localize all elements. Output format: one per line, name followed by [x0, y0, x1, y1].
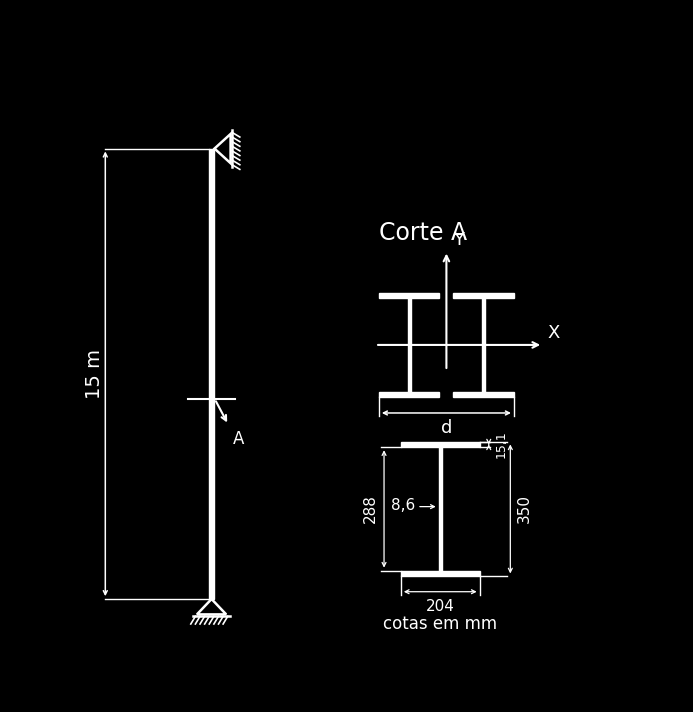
Text: cotas em mm: cotas em mm — [383, 615, 498, 633]
Text: d: d — [441, 419, 452, 437]
Text: 15,1: 15,1 — [495, 431, 508, 459]
Text: A: A — [233, 429, 245, 448]
Bar — [408, 298, 410, 392]
Bar — [379, 293, 439, 298]
Text: 8,6: 8,6 — [392, 498, 416, 513]
Text: X: X — [547, 324, 560, 342]
Text: 350: 350 — [516, 494, 532, 523]
Bar — [401, 441, 480, 447]
Text: Y: Y — [453, 231, 464, 249]
Bar — [453, 293, 514, 298]
Text: Corte A: Corte A — [379, 221, 467, 246]
Bar — [482, 298, 485, 392]
Bar — [209, 149, 215, 599]
Text: 204: 204 — [426, 600, 455, 614]
Bar — [379, 392, 439, 397]
Bar — [453, 392, 514, 397]
Text: 15 m: 15 m — [85, 349, 104, 399]
Bar — [401, 570, 480, 576]
Text: 288: 288 — [363, 495, 378, 523]
Bar — [439, 447, 442, 570]
